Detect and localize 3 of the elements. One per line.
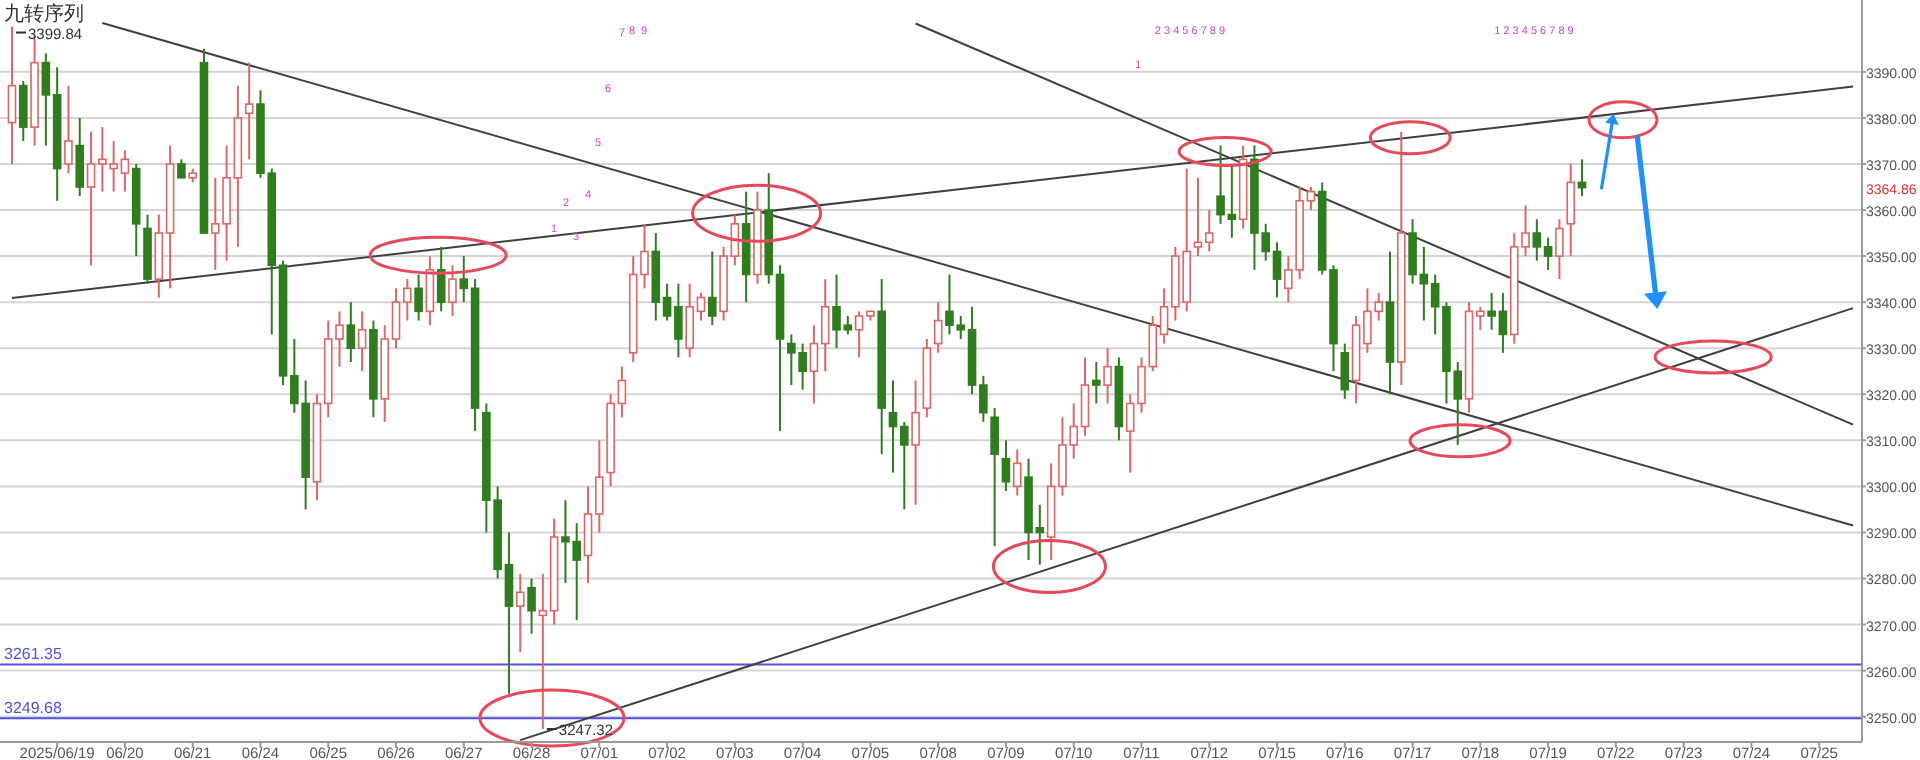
ref-line-label: 3261.35 (4, 645, 63, 664)
annotation: 九转序列 (4, 2, 84, 26)
ref-line-label: 3249.68 (4, 699, 63, 718)
